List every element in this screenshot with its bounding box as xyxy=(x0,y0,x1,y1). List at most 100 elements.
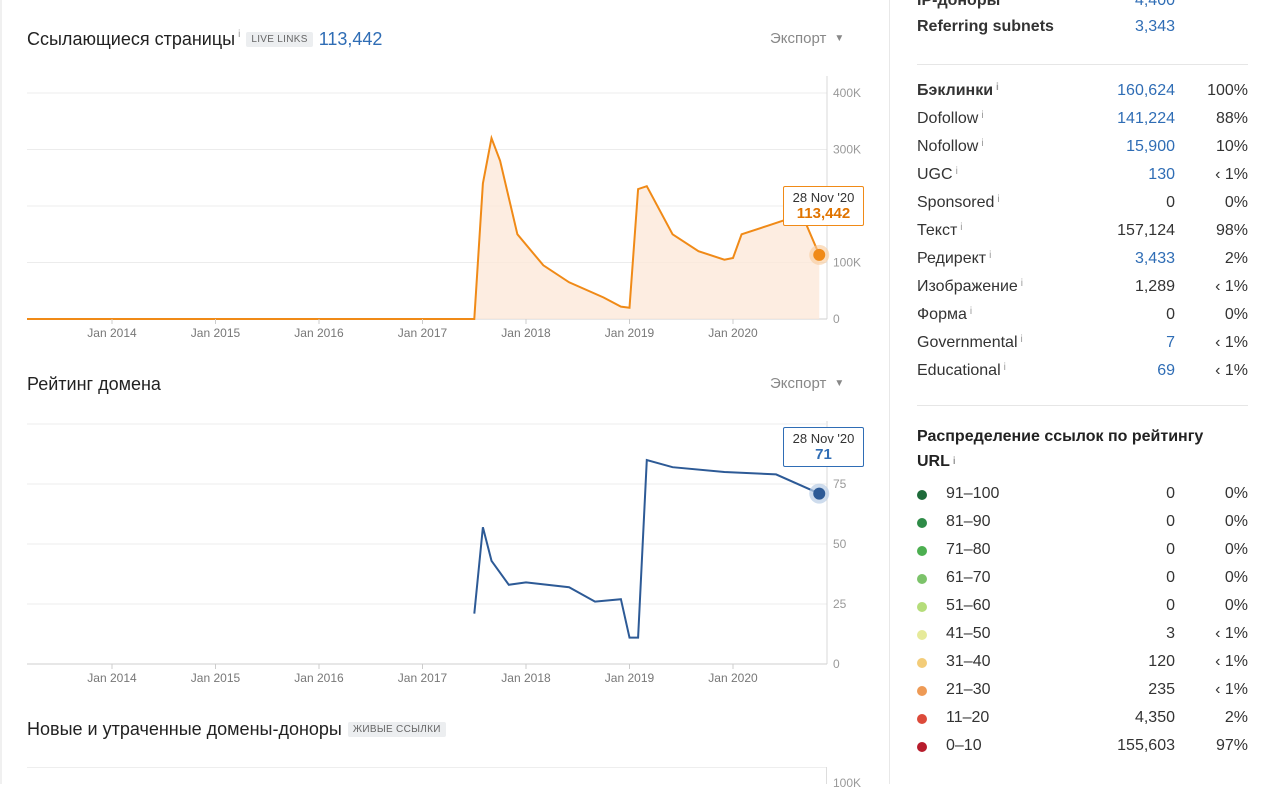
backlink-percent: 98% xyxy=(1215,222,1248,239)
info-icon[interactable]: i xyxy=(969,306,973,317)
x-tick-label: Jan 2015 xyxy=(191,671,241,685)
backlink-value: 0 xyxy=(1166,306,1175,323)
backlink-value[interactable]: 130 xyxy=(1148,166,1175,183)
backlink-percent: 10% xyxy=(1215,138,1248,155)
x-tick-label: Jan 2019 xyxy=(605,326,655,340)
distribution-value: 0 xyxy=(1166,569,1175,586)
x-tick-label: Jan 2017 xyxy=(398,671,448,685)
distribution-value: 3 xyxy=(1166,625,1175,642)
chevron-down-icon: ▼ xyxy=(834,33,845,44)
stat-row-ip: IP-доноры 4,400 xyxy=(917,0,1248,16)
info-icon[interactable]: i xyxy=(238,29,241,40)
info-icon[interactable]: i xyxy=(952,456,956,467)
distribution-value: 4,350 xyxy=(1134,709,1175,726)
backlink-row: Редирект i 3,433 2% xyxy=(917,250,1248,274)
backlink-label: Редирект i xyxy=(917,250,992,267)
backlink-value[interactable]: 3,433 xyxy=(1134,250,1175,267)
distribution-value: 120 xyxy=(1148,653,1175,670)
backlink-row: Educational i 69 ‹ 1% xyxy=(917,362,1248,386)
y-tick-label: 75 xyxy=(833,477,847,491)
distribution-row: 91–100 0 0% xyxy=(917,485,1248,509)
distribution-row: 81–90 0 0% xyxy=(917,513,1248,537)
info-icon[interactable]: i xyxy=(981,138,984,149)
info-icon[interactable]: i xyxy=(1003,362,1006,373)
export-button[interactable]: Экспорт ▼ xyxy=(770,30,844,47)
ref-pages-count[interactable]: 113,442 xyxy=(318,29,383,49)
backlink-label: UGC i xyxy=(917,166,958,183)
panel-divider xyxy=(889,0,890,784)
info-icon[interactable]: i xyxy=(996,82,999,93)
domain-rating-title: Рейтинг домена xyxy=(27,374,161,394)
ref-pages-title-block: Ссылающиеся страницы i LIVE LINKS 113,442 xyxy=(27,29,382,50)
backlink-percent: 0% xyxy=(1224,306,1248,323)
distribution-label: 0–10 xyxy=(946,737,982,754)
new-lost-title: Новые и утраченные домены-доноры xyxy=(27,719,342,739)
legend-dot-icon xyxy=(917,574,927,584)
y-tick-label: 100K xyxy=(833,776,862,790)
stat-label: IP-доноры xyxy=(917,0,1001,9)
distribution-row: 71–80 0 0% xyxy=(917,541,1248,565)
x-tick-label: Jan 2020 xyxy=(708,326,758,340)
domain-rating-tooltip: 28 Nov '20 71 xyxy=(783,427,864,467)
backlink-percent: 2% xyxy=(1224,250,1248,267)
backlink-row: Nofollow i 15,900 10% xyxy=(917,138,1248,162)
info-icon[interactable]: i xyxy=(960,222,963,233)
x-tick-label: Jan 2020 xyxy=(708,671,758,685)
distribution-label: 81–90 xyxy=(946,513,991,530)
stat-value[interactable]: 4,400 xyxy=(1134,0,1175,9)
stat-row-subnets: Referring subnets 3,343 xyxy=(917,18,1248,42)
backlink-row: UGC i 130 ‹ 1% xyxy=(917,166,1248,190)
legend-dot-icon xyxy=(917,546,927,556)
distribution-percent: 0% xyxy=(1224,513,1248,530)
legend-dot-icon xyxy=(917,518,927,528)
tooltip-point[interactable] xyxy=(813,248,826,261)
info-icon[interactable]: i xyxy=(1020,334,1023,345)
x-tick-label: Jan 2017 xyxy=(398,326,448,340)
backlink-percent: ‹ 1% xyxy=(1215,334,1248,351)
y-tick-label: 25 xyxy=(833,597,847,611)
backlink-value[interactable]: 160,624 xyxy=(1117,82,1175,99)
divider xyxy=(917,64,1248,65)
y-tick-label: 400K xyxy=(833,86,861,100)
info-icon[interactable]: i xyxy=(1020,278,1024,289)
distribution-value: 0 xyxy=(1166,485,1175,502)
stat-value[interactable]: 3,343 xyxy=(1134,18,1175,35)
new-lost-title-block: Новые и утраченные домены-доноры ЖИВЫЕ СС… xyxy=(27,719,446,740)
tooltip-point[interactable] xyxy=(813,487,826,500)
x-tick-label: Jan 2016 xyxy=(294,671,344,685)
distribution-percent: 2% xyxy=(1224,709,1248,726)
backlink-value[interactable]: 7 xyxy=(1166,334,1175,351)
backlink-percent: 100% xyxy=(1207,82,1248,99)
backlink-label: Sponsored i xyxy=(917,194,1000,211)
legend-dot-icon xyxy=(917,630,927,640)
tooltip-value: 71 xyxy=(815,446,832,463)
export-button[interactable]: Экспорт ▼ xyxy=(770,375,844,392)
y-tick-label: 100K xyxy=(833,256,861,270)
distribution-percent: 0% xyxy=(1224,541,1248,558)
backlink-label: Изображение i xyxy=(917,278,1024,295)
export-label: Экспорт xyxy=(770,30,827,47)
backlink-value: 1,289 xyxy=(1134,278,1175,295)
y-tick-label: 0 xyxy=(833,657,840,671)
distribution-row: 11–20 4,350 2% xyxy=(917,709,1248,733)
info-icon[interactable]: i xyxy=(989,250,992,261)
legend-dot-icon xyxy=(917,714,927,724)
backlink-value[interactable]: 141,224 xyxy=(1117,110,1175,127)
ref-pages-tooltip: 28 Nov '20 113,442 xyxy=(783,186,864,226)
distribution-row: 21–30 235 ‹ 1% xyxy=(917,681,1248,705)
backlink-label: Governmental i xyxy=(917,334,1023,351)
backlink-row: Sponsored i 0 0% xyxy=(917,194,1248,218)
info-icon[interactable]: i xyxy=(955,166,958,177)
backlink-row: Governmental i 7 ‹ 1% xyxy=(917,334,1248,358)
backlink-value[interactable]: 15,900 xyxy=(1126,138,1175,155)
x-tick-label: Jan 2018 xyxy=(501,671,551,685)
distribution-label: 91–100 xyxy=(946,485,1000,502)
info-icon[interactable]: i xyxy=(981,110,984,121)
backlink-percent: 88% xyxy=(1215,110,1248,127)
domain-rating-chart[interactable]: 75 50 25 0 Jan 2014 Jan 2015 Jan 2016 Jan 2017 J… xyxy=(0,421,860,691)
info-icon[interactable]: i xyxy=(997,194,1000,205)
backlink-value[interactable]: 69 xyxy=(1157,362,1175,379)
distribution-row: 51–60 0 0% xyxy=(917,597,1248,621)
tooltip-date: 28 Nov '20 xyxy=(792,431,855,446)
